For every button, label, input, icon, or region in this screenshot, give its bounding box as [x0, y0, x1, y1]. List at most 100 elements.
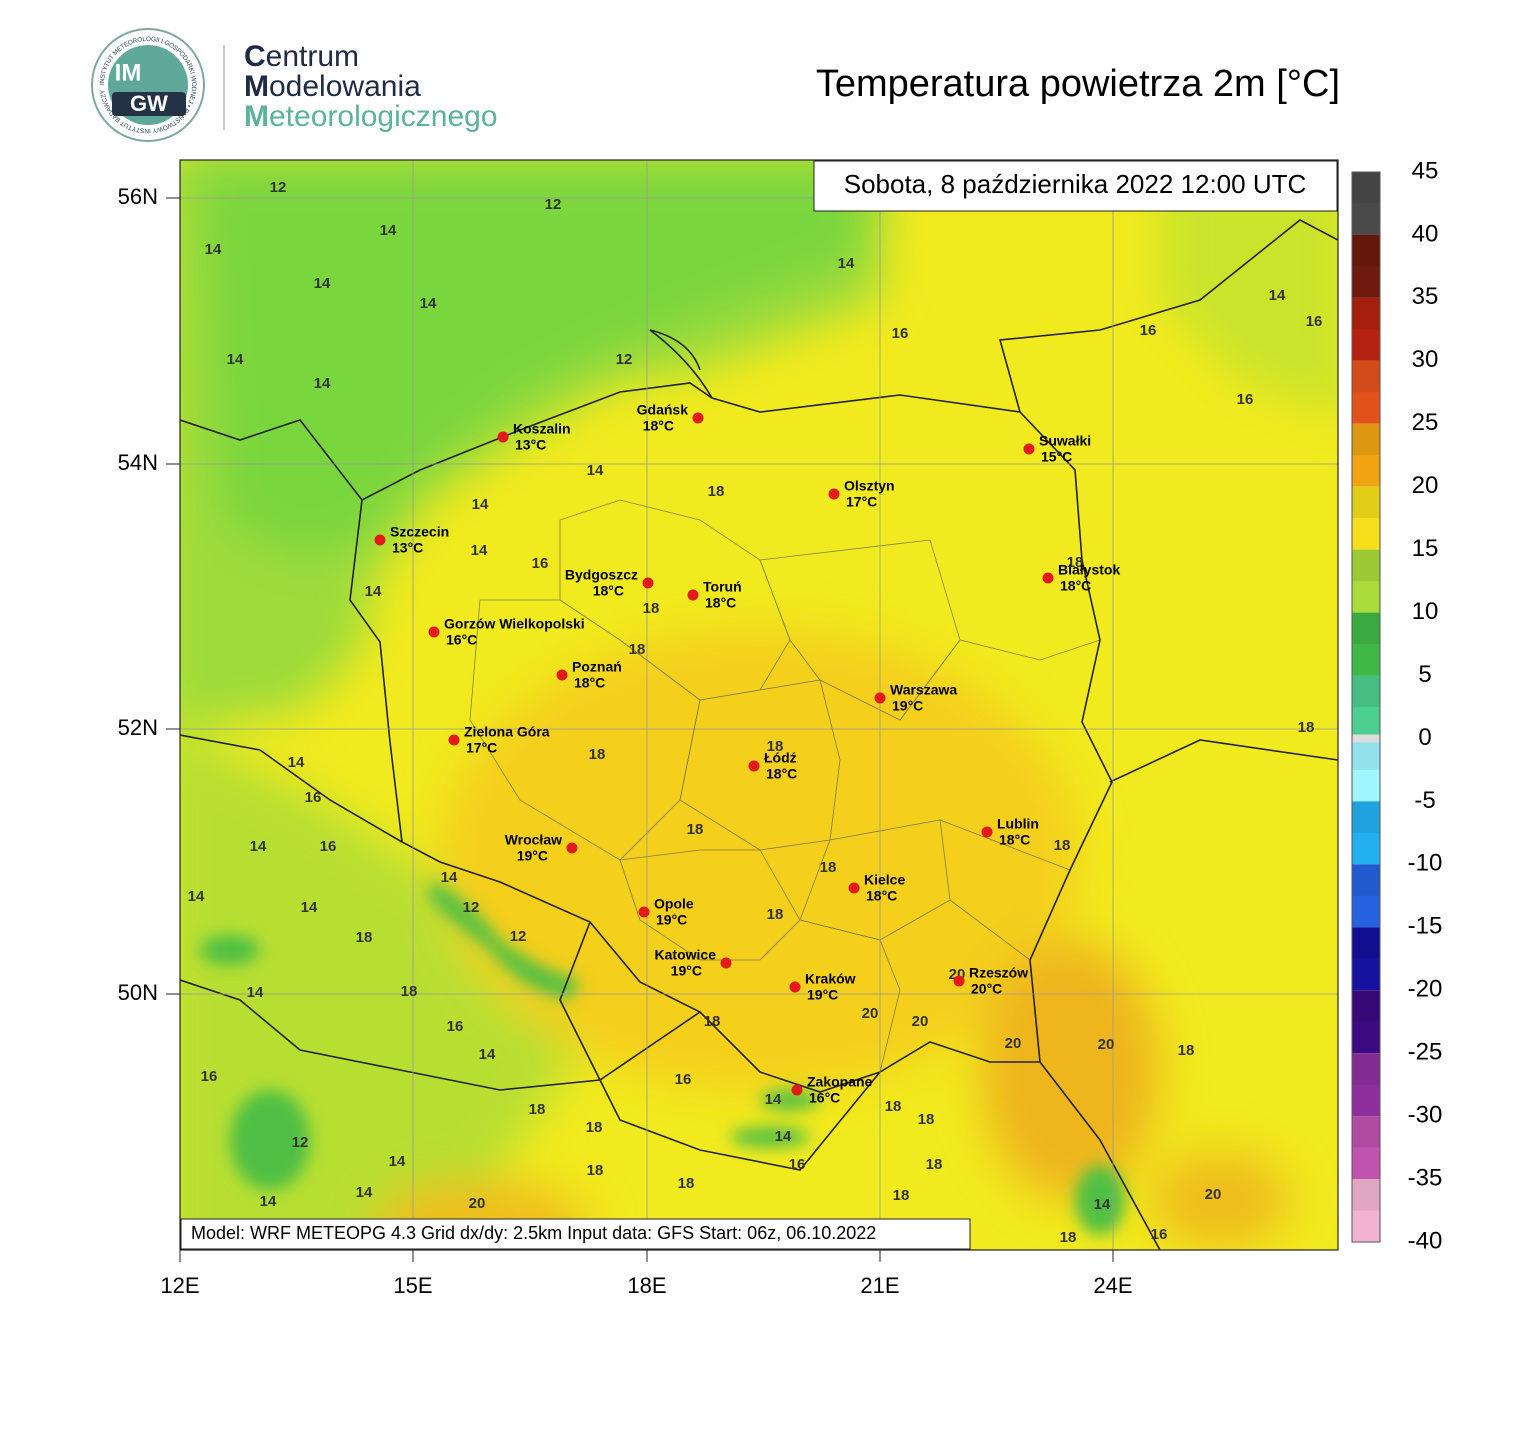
contour-label: 14	[365, 583, 382, 600]
colorbar-label: -15	[1408, 913, 1443, 940]
contour-label: 18	[586, 1119, 603, 1136]
city-temp: 13°C	[392, 540, 423, 556]
contour-label: 16	[789, 1156, 806, 1173]
contour-label: 18	[587, 1162, 604, 1179]
city-dot	[1042, 572, 1054, 584]
colorbar-band	[1352, 927, 1380, 991]
colorbar-band-shade	[1352, 1179, 1380, 1211]
contour-label: 14	[1094, 1196, 1111, 1213]
contour-label: 14	[775, 1128, 792, 1145]
city-name: Opole	[654, 896, 694, 912]
contour-label: 18	[643, 600, 660, 617]
contour-label: 16	[305, 789, 322, 806]
colorbar-band-shade	[1352, 549, 1380, 582]
contour-label: 14	[314, 375, 331, 392]
colorbar-label: 25	[1412, 409, 1439, 436]
colorbar-label: 20	[1412, 472, 1439, 499]
contour-label: 14	[420, 295, 437, 312]
borders	[180, 219, 1338, 1250]
colorbar-band-shade	[1352, 801, 1380, 833]
city-name: Zakopane	[807, 1074, 873, 1090]
colorbar-band	[1352, 1116, 1380, 1180]
contour-label: 18	[1054, 837, 1071, 854]
colorbar-label: 10	[1412, 598, 1439, 625]
city-dot	[828, 488, 840, 500]
colorbar-label: 35	[1412, 283, 1439, 310]
y-tick-label: 56N	[118, 184, 158, 209]
city-name: Białystok	[1058, 562, 1120, 578]
city-name: Gorzów Wielkopolski	[444, 616, 585, 632]
city-name: Toruń	[703, 579, 742, 595]
colorbar-band-shade	[1352, 1053, 1380, 1085]
x-tick-label: 24E	[1093, 1273, 1132, 1298]
axes: 12E 15E 18E 21E 24E 56N 54N 52N 50N	[118, 184, 1133, 1298]
colorbar-band	[1352, 990, 1380, 1054]
title: Temperatura powietrza 2m [°C]	[816, 63, 1340, 105]
logo-band	[112, 92, 186, 116]
footer-box	[180, 1218, 971, 1250]
org-name: Meteorologicznego	[244, 100, 498, 133]
city-temp: 18°C	[999, 832, 1030, 848]
y-tick-label: 52N	[118, 715, 158, 740]
city-dot	[497, 431, 509, 443]
x-tick-label: 15E	[393, 1273, 432, 1298]
contour-label: 14	[838, 255, 855, 272]
footer: Model: WRF METEOPG 4.3 Grid dx/dy: 2.5km…	[191, 1223, 876, 1243]
contour-label: 18	[589, 746, 606, 763]
map-frame	[179, 159, 1339, 1251]
colorbar-band	[1352, 234, 1380, 298]
city-temp: 19°C	[807, 987, 838, 1003]
x-tick-label: 21E	[860, 1273, 899, 1298]
city-name: Gdańsk	[637, 402, 689, 418]
contour-label: 18	[767, 738, 784, 755]
temperature-field: 12 12 14 14 14 14 14 16 16 14 16 14 14 12 16 14 18 14 14 16…	[180, 160, 1338, 1250]
colorbar-band	[1352, 297, 1380, 361]
city-name: Wrocław	[505, 832, 562, 848]
contour-label: 18	[926, 1156, 943, 1173]
logo-text: GW	[130, 91, 168, 116]
org-name: Centrum	[244, 40, 360, 73]
contour-label: 14	[389, 1153, 406, 1170]
contour-label: 18	[687, 821, 704, 838]
colorbar-label: 0	[1418, 724, 1431, 751]
contour-label: 18	[893, 1187, 910, 1204]
city-dot	[638, 906, 650, 918]
colorbar-band-shade	[1352, 675, 1380, 707]
contour-label: 14	[260, 1193, 277, 1210]
city-temp: 18°C	[705, 595, 736, 611]
city-name: Katowice	[655, 947, 717, 963]
colorbar-label: 45	[1412, 157, 1439, 184]
colorbar-band	[1352, 486, 1380, 550]
org-name: Modelowania	[244, 70, 421, 103]
colorbar: 45 40 35 30 25 20 15 10 5 0 -5 -10 -15 -20 -25 -30 -35 -4…	[1351, 157, 1443, 1254]
contour-label: 20	[1005, 1035, 1022, 1052]
city-name: Suwałki	[1039, 433, 1091, 449]
colorbar-frame	[1351, 171, 1381, 1243]
colorbar-band-shade	[1352, 738, 1380, 770]
city-name: Olsztyn	[844, 478, 895, 494]
city-dot	[374, 534, 386, 546]
colorbar-band-shade	[1352, 486, 1380, 519]
contour-label: 12	[510, 928, 527, 945]
contour-label: 16	[892, 325, 909, 342]
city-dot	[981, 826, 993, 838]
y-tick-label: 54N	[118, 450, 158, 475]
contour-label: 14	[301, 899, 318, 916]
x-tick-label: 12E	[160, 1273, 199, 1298]
contour-label: 14	[227, 351, 244, 368]
contour-label: 18	[820, 859, 837, 876]
colorbar-band-shade	[1352, 297, 1380, 330]
colorbar-band	[1352, 738, 1380, 802]
city-temp: 15°C	[1041, 449, 1072, 465]
contour-label: 16	[1306, 313, 1323, 330]
colorbar-label: -10	[1408, 850, 1443, 877]
colorbar-band	[1352, 360, 1380, 424]
city-name: Lublin	[997, 816, 1039, 832]
city-temp: 17°C	[466, 740, 497, 756]
contour-label: 14	[205, 241, 222, 258]
city-dot	[1023, 443, 1035, 455]
city-temp: 18°C	[1060, 578, 1091, 594]
contour-label: 16	[1151, 1226, 1168, 1243]
city-name: Łódź	[764, 750, 797, 766]
